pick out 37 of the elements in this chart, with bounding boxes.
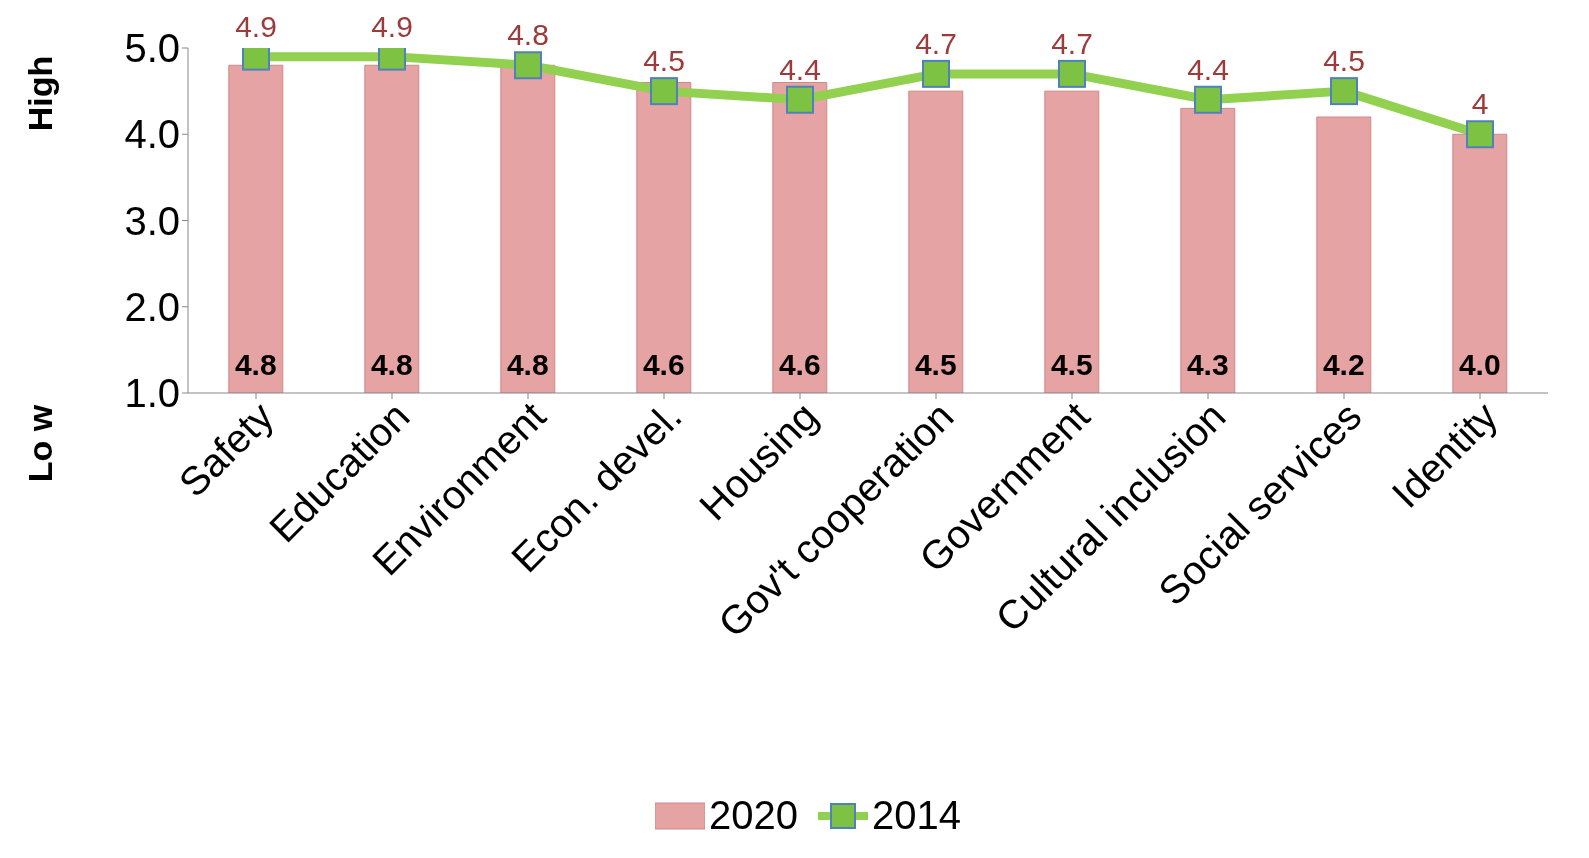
data-label: 4.5 xyxy=(1050,348,1093,381)
data-label: 4.3 xyxy=(1186,348,1229,381)
y-tick-label: 5.0 xyxy=(124,26,180,71)
data-label: 4.8 xyxy=(370,348,413,381)
data-label: 4.5 xyxy=(643,44,685,78)
data-label: 4.6 xyxy=(642,348,685,381)
y-tick-label: 4.0 xyxy=(124,112,180,157)
point xyxy=(1330,77,1358,106)
legend-label: 2014 xyxy=(872,793,961,838)
point xyxy=(514,51,542,80)
y-tick-label: 2.0 xyxy=(124,284,180,329)
data-label: 4.5 xyxy=(914,348,957,381)
data-label: 4.8 xyxy=(234,348,277,381)
data-label: 4.9 xyxy=(235,9,277,43)
point xyxy=(1058,59,1086,88)
data-label: 4.0 xyxy=(1458,348,1501,381)
data-label: 4.4 xyxy=(1187,52,1229,86)
data-label: 4.4 xyxy=(779,52,821,86)
data-label: 4.5 xyxy=(1323,44,1365,78)
data-label: 4.9 xyxy=(371,9,413,43)
data-label: 4.7 xyxy=(915,26,957,60)
point xyxy=(786,85,814,114)
text: High xyxy=(21,55,61,131)
point xyxy=(922,59,950,88)
data-label: 4.7 xyxy=(1051,26,1093,60)
data-label: 4.2 xyxy=(1322,348,1365,381)
y-tick-label: 1.0 xyxy=(124,371,180,416)
data-label: 4.8 xyxy=(506,348,549,381)
data-label: 4 xyxy=(1471,87,1489,121)
y-tick-label: 3.0 xyxy=(124,198,180,243)
point xyxy=(1194,85,1222,114)
legend-label: 2020 xyxy=(709,793,798,838)
data-label: 4.8 xyxy=(507,18,549,52)
data-label: 4.6 xyxy=(778,348,821,381)
point xyxy=(650,77,678,106)
text: Lo w xyxy=(21,404,61,482)
point xyxy=(1466,120,1494,149)
